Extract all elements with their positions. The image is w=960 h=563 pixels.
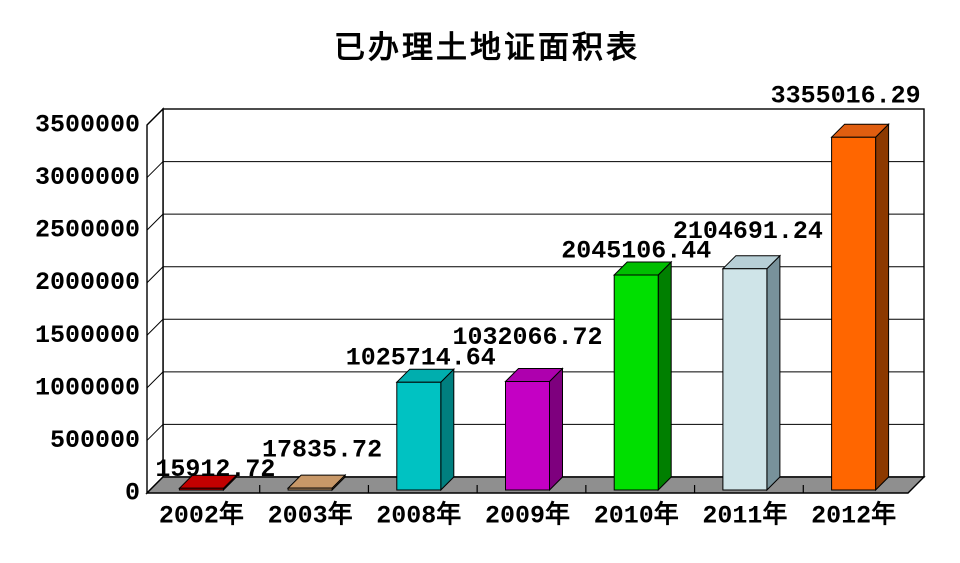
bar-value-label: 17835.72 <box>262 436 382 465</box>
bar-value-label: 1032066.72 <box>452 323 602 352</box>
y-axis-label: 0 <box>125 479 140 508</box>
bar-side-face <box>440 367 455 492</box>
bar-front-face <box>505 381 550 491</box>
y-axis-label: 2000000 <box>35 268 140 297</box>
bar-2010年 <box>612 260 673 492</box>
bar-front-face <box>722 268 768 491</box>
x-category-label: 2003年 <box>268 500 353 531</box>
bar-2002年 <box>178 474 238 492</box>
y-axis-label: 1000000 <box>35 373 140 402</box>
bar-front-face <box>287 487 333 491</box>
x-category-label: 2008年 <box>376 500 461 531</box>
bar-front-face <box>178 487 224 491</box>
plot-area: 0 500000 1000000 1500000 2000000 2500000 30000… <box>35 82 926 531</box>
y-axis-tick <box>146 108 164 126</box>
x-category-label: 2009年 <box>485 500 570 531</box>
bar-value-label: 2104691.24 <box>673 217 823 246</box>
bar-side-face <box>875 122 890 492</box>
x-category-label: 2011年 <box>702 500 787 531</box>
y-axis-tick <box>146 371 164 389</box>
y-axis-tick <box>146 424 164 441</box>
bar-value-label: 2045106.44 <box>561 236 711 265</box>
bar-front-face <box>613 274 659 491</box>
bar-2012年 <box>830 122 890 492</box>
y-axis-label: 3500000 <box>35 111 140 140</box>
bar-value-label: 3355016.29 <box>771 82 921 111</box>
x-category-label: 2002年 <box>159 500 244 531</box>
y-axis-label: 3000000 <box>35 163 140 192</box>
y-axis-tick <box>146 318 164 336</box>
bar-side-face <box>657 260 672 492</box>
y-axis-label: 2500000 <box>35 216 140 245</box>
bar-value-label: 15912.72 <box>155 455 275 484</box>
chart-title: 已办理土地证面积表 <box>334 30 640 66</box>
bar-2011年 <box>721 254 782 492</box>
x-category-label: 2010年 <box>594 500 679 531</box>
bar-side-face <box>766 254 781 492</box>
y-axis-label: 500000 <box>50 426 140 455</box>
y-axis-label: 1500000 <box>35 321 140 350</box>
left-wall <box>146 107 164 495</box>
bar-front-face <box>831 136 877 491</box>
bar-side-face <box>549 367 563 492</box>
bar-front-face <box>396 381 442 491</box>
y-axis-tick <box>146 266 164 284</box>
bar-2003年 <box>286 473 347 492</box>
bar-value-label: 1025714.64 <box>346 344 496 373</box>
bar-2008年 <box>395 367 456 492</box>
x-category-label: 2012年 <box>811 500 896 531</box>
bar-2009年 <box>504 367 564 492</box>
y-axis-tick <box>146 213 164 231</box>
y-axis-tick <box>146 161 164 178</box>
